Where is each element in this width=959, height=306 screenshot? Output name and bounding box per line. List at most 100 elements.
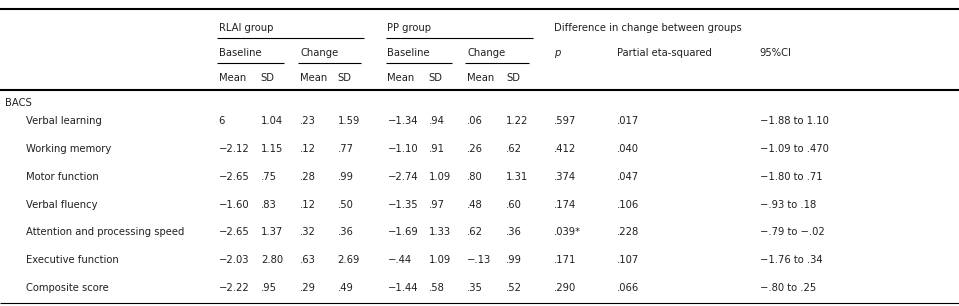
Text: −1.44: −1.44 [387,283,418,293]
Text: .36: .36 [338,227,354,237]
Text: .06: .06 [467,116,483,126]
Text: −.93 to .18: −.93 to .18 [760,200,816,210]
Text: .58: .58 [429,283,445,293]
Text: −1.34: −1.34 [387,116,418,126]
Text: Mean: Mean [387,73,414,83]
Text: PP group: PP group [387,24,432,33]
Text: .32: .32 [300,227,316,237]
Text: 1.09: 1.09 [429,172,451,182]
Text: .12: .12 [300,144,316,154]
Text: .95: .95 [261,283,277,293]
Text: Mean: Mean [467,73,494,83]
Text: −1.09 to .470: −1.09 to .470 [760,144,829,154]
Text: Difference in change between groups: Difference in change between groups [554,24,742,33]
Text: .91: .91 [429,144,445,154]
Text: .94: .94 [429,116,445,126]
Text: SD: SD [261,73,275,83]
Text: Motor function: Motor function [26,172,99,182]
Text: Change: Change [300,48,339,58]
Text: .83: .83 [261,200,276,210]
Text: −1.80 to .71: −1.80 to .71 [760,172,822,182]
Text: .228: .228 [617,227,639,237]
Text: .290: .290 [554,283,576,293]
Text: RLAI group: RLAI group [219,24,273,33]
Text: 1.15: 1.15 [261,144,283,154]
Text: .75: .75 [261,172,277,182]
Text: −1.88 to 1.10: −1.88 to 1.10 [760,116,829,126]
Text: BACS: BACS [5,98,32,108]
Text: .171: .171 [554,255,576,265]
Text: −2.22: −2.22 [219,283,249,293]
Text: 1.09: 1.09 [429,255,451,265]
Text: .50: .50 [338,200,354,210]
Text: 1.04: 1.04 [261,116,283,126]
Text: Partial eta-squared: Partial eta-squared [617,48,712,58]
Text: Verbal learning: Verbal learning [26,116,102,126]
Text: SD: SD [338,73,352,83]
Text: Mean: Mean [300,73,327,83]
Text: .017: .017 [617,116,639,126]
Text: 6: 6 [219,116,225,126]
Text: −1.76 to .34: −1.76 to .34 [760,255,822,265]
Text: 1.22: 1.22 [506,116,528,126]
Text: .412: .412 [554,144,576,154]
Text: .99: .99 [338,172,354,182]
Text: 1.33: 1.33 [429,227,451,237]
Text: .106: .106 [617,200,639,210]
Text: −.79 to −.02: −.79 to −.02 [760,227,825,237]
Text: Attention and processing speed: Attention and processing speed [26,227,184,237]
Text: .107: .107 [617,255,639,265]
Text: 2.80: 2.80 [261,255,283,265]
Text: .040: .040 [617,144,639,154]
Text: −2.65: −2.65 [219,227,249,237]
Text: .62: .62 [467,227,483,237]
Text: −.13: −.13 [467,255,491,265]
Text: 1.37: 1.37 [261,227,283,237]
Text: .36: .36 [506,227,523,237]
Text: .62: .62 [506,144,523,154]
Text: −1.69: −1.69 [387,227,418,237]
Text: SD: SD [429,73,443,83]
Text: −.80 to .25: −.80 to .25 [760,283,816,293]
Text: 2.69: 2.69 [338,255,360,265]
Text: .60: .60 [506,200,523,210]
Text: .12: .12 [300,200,316,210]
Text: .80: .80 [467,172,482,182]
Text: .77: .77 [338,144,354,154]
Text: Verbal fluency: Verbal fluency [26,200,98,210]
Text: −1.10: −1.10 [387,144,418,154]
Text: −2.12: −2.12 [219,144,249,154]
Text: .49: .49 [338,283,354,293]
Text: −2.03: −2.03 [219,255,249,265]
Text: .63: .63 [300,255,316,265]
Text: Composite score: Composite score [26,283,108,293]
Text: −.44: −.44 [387,255,411,265]
Text: .174: .174 [554,200,576,210]
Text: .374: .374 [554,172,576,182]
Text: 1.59: 1.59 [338,116,360,126]
Text: Mean: Mean [219,73,246,83]
Text: SD: SD [506,73,521,83]
Text: .28: .28 [300,172,316,182]
Text: .039*: .039* [554,227,581,237]
Text: Executive function: Executive function [26,255,119,265]
Text: .35: .35 [467,283,483,293]
Text: −1.60: −1.60 [219,200,249,210]
Text: −2.65: −2.65 [219,172,249,182]
Text: Baseline: Baseline [387,48,430,58]
Text: Baseline: Baseline [219,48,261,58]
Text: −1.35: −1.35 [387,200,418,210]
Text: .97: .97 [429,200,445,210]
Text: .99: .99 [506,255,523,265]
Text: .066: .066 [617,283,639,293]
Text: .52: .52 [506,283,523,293]
Text: 1.31: 1.31 [506,172,528,182]
Text: .23: .23 [300,116,316,126]
Text: .047: .047 [617,172,639,182]
Text: Change: Change [467,48,505,58]
Text: .597: .597 [554,116,576,126]
Text: p: p [554,48,561,58]
Text: .26: .26 [467,144,483,154]
Text: .29: .29 [300,283,316,293]
Text: −2.74: −2.74 [387,172,418,182]
